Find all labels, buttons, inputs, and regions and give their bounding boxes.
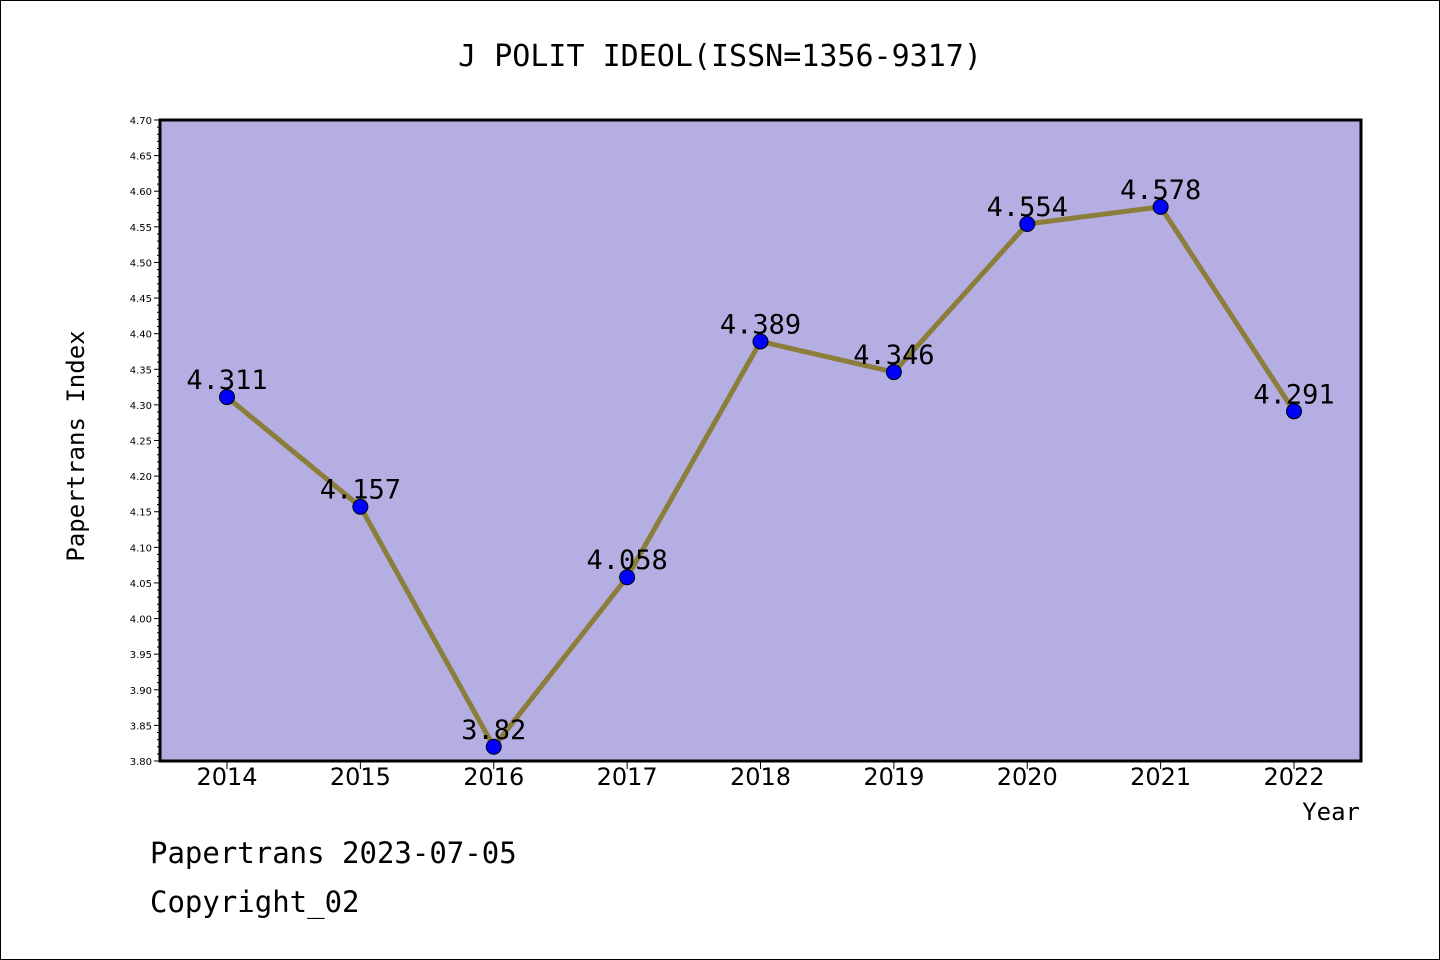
y-axis-title: Papertrans Index: [62, 330, 90, 561]
data-point: [1286, 403, 1302, 420]
y-tick-label: 4.55: [130, 223, 152, 234]
x-tick-label: 2020: [997, 763, 1058, 791]
x-tick-label: 2019: [863, 763, 924, 791]
y-tick-label: 4.15: [130, 508, 152, 519]
y-tick-label: 4.30: [130, 401, 152, 412]
y-tick-label: 4.05: [130, 579, 152, 590]
plot-area: [158, 118, 1363, 763]
data-points: [219, 198, 1302, 755]
y-tick-label: 4.10: [130, 543, 152, 554]
x-axis-title: Year: [1302, 798, 1360, 826]
chart-title: J POLIT IDEOL(ISSN=1356-9317): [458, 39, 982, 74]
data-label: 4.157: [320, 475, 401, 506]
y-tick-label: 4.45: [130, 294, 152, 305]
y-tick-label: 4.70: [130, 116, 152, 127]
data-point: [485, 738, 502, 755]
data-point: [752, 333, 769, 350]
y-tick-label: 4.35: [130, 365, 152, 376]
data-label: 4.291: [1253, 379, 1334, 410]
data-point: [219, 389, 235, 406]
x-axis: 2014 2015 2016 2017 2018 2019 2020 2021 2022: [196, 761, 1325, 791]
y-tick-label: 4.00: [130, 615, 152, 626]
data-point: [1019, 215, 1036, 232]
data-point: [352, 498, 369, 515]
x-tick-label: 2014: [196, 763, 257, 791]
data-point: [1152, 198, 1169, 215]
data-label: 4.389: [720, 310, 801, 341]
y-tick-label: 3.85: [130, 721, 152, 732]
y-tick-label: 4.25: [130, 437, 152, 448]
data-point: [619, 569, 636, 586]
x-tick-label: 2021: [1130, 763, 1191, 791]
x-tick-label: 2018: [730, 763, 791, 791]
y-tick-label: 3.80: [130, 757, 152, 768]
y-tick-label: 3.95: [130, 650, 152, 661]
y-tick-label: 4.65: [130, 152, 152, 163]
data-label: 4.058: [586, 545, 667, 576]
y-tick-label: 4.50: [130, 258, 152, 269]
footer-date-text: Papertrans 2023-07-05: [150, 836, 517, 870]
data-point: [885, 364, 902, 381]
data-labels: 4.311 4.157 3.82 4.058 4.389 4.346 4.554 4.578 4…: [186, 175, 1334, 746]
y-tick-label: 4.60: [130, 187, 152, 198]
data-label: 4.346: [853, 340, 934, 371]
data-label: 4.554: [987, 192, 1068, 223]
y-tick-label: 3.90: [130, 686, 152, 697]
y-tick-label: 4.40: [130, 330, 152, 341]
footer-copyright-text: Copyright_02: [150, 885, 360, 919]
x-tick-label: 2017: [597, 763, 658, 791]
x-tick-label: 2022: [1263, 763, 1324, 791]
data-label: 3.82: [461, 715, 526, 746]
y-tick-label: 4.20: [130, 472, 152, 483]
data-label: 4.311: [186, 365, 267, 396]
y-axis: 3.80 3.85 3.90 3.95 4.00 4.05 4.10 4.15 4.20 4.25…: [130, 116, 160, 768]
x-tick-label: 2016: [463, 763, 524, 791]
x-tick-label: 2015: [330, 763, 391, 791]
data-label: 4.578: [1120, 175, 1201, 206]
